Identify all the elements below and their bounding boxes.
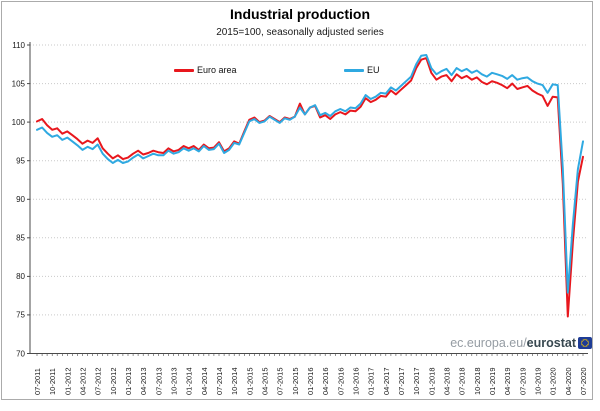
legend-label-euro-area: Euro area [197, 65, 237, 75]
euro-area-line-swatch-icon [174, 68, 194, 72]
y-axis-label: 100 [12, 118, 26, 127]
x-axis-label: 04-2015 [261, 367, 270, 395]
chart-title: Industrial production [230, 6, 370, 22]
eurostat-watermark: ec.europa.eu/eurostat [450, 336, 592, 350]
y-axis-label: 90 [16, 195, 25, 204]
x-axis-label: 01-2014 [185, 367, 194, 395]
x-axis-label: 07-2015 [276, 367, 285, 395]
chart-subtitle: 2015=100, seasonally adjusted series [216, 27, 384, 38]
flag-star [587, 340, 589, 342]
x-axis-label: 04-2014 [200, 367, 209, 395]
flag-star [580, 342, 583, 344]
flag-star [584, 345, 586, 348]
x-axis-label: 04-2020 [564, 367, 573, 395]
x-axis-label: 10-2014 [230, 367, 239, 395]
x-axis-label: 01-2019 [488, 367, 497, 395]
x-axis-label: 10-2015 [291, 367, 300, 395]
x-axis-label: 07-2013 [154, 367, 163, 395]
x-axis-label: 10-2017 [412, 367, 421, 395]
x-axis-label: 10-2019 [534, 367, 543, 395]
x-axis-label: 07-2012 [94, 367, 103, 395]
eu-flag-icon [578, 337, 592, 349]
y-axis-label: 95 [16, 157, 25, 166]
x-axis-label: 01-2012 [63, 367, 72, 395]
x-axis-label: 01-2017 [367, 367, 376, 395]
x-axis-label: 01-2016 [306, 367, 315, 395]
flag-star [582, 339, 584, 341]
x-axis-label: 10-2011 [48, 368, 57, 395]
x-axis-label: 01-2018 [427, 367, 436, 395]
x-axis-label: 04-2019 [503, 367, 512, 395]
y-axis-label: 85 [16, 234, 25, 243]
flag-star [582, 345, 584, 347]
x-axis-label: 01-2020 [549, 367, 558, 395]
flag-star [586, 345, 588, 347]
x-axis-label: 07-2017 [397, 367, 406, 395]
x-axis-label: 07-2019 [518, 367, 527, 395]
flag-star [581, 340, 583, 342]
series-line-euro-area [36, 57, 584, 318]
x-axis-label: 07-2020 [579, 367, 588, 395]
flag-star [586, 339, 588, 341]
y-axis-label: 105 [12, 79, 26, 88]
x-axis-label: 01-2013 [124, 367, 133, 395]
y-axis-label: 110 [12, 41, 25, 50]
series-line-eu [36, 54, 584, 294]
y-axis-label: 80 [16, 272, 25, 281]
x-axis-label: 01-2015 [245, 367, 254, 395]
eu-line-swatch-icon [344, 68, 364, 72]
x-axis-label: 07-2014 [215, 367, 224, 395]
flag-star [584, 338, 586, 341]
watermark-eurostat: eurostat [526, 336, 576, 350]
x-axis-label: 04-2017 [382, 367, 391, 395]
flag-star [581, 344, 583, 346]
x-axis-label: 04-2016 [321, 367, 330, 395]
x-axis-label: 10-2012 [109, 367, 118, 395]
legend-label-eu: EU [367, 65, 380, 75]
x-axis-label: 10-2013 [170, 367, 179, 395]
legend-item-eu: EU [344, 65, 380, 75]
legend-item-euro-area: Euro area [174, 65, 237, 75]
flag-star [587, 342, 590, 344]
x-axis-label: 10-2018 [473, 367, 482, 395]
y-axis-label: 75 [16, 311, 25, 320]
x-axis-label: 07-2016 [336, 367, 345, 395]
flag-star [587, 344, 589, 346]
y-axis-label: 70 [16, 349, 25, 358]
x-axis-label: 04-2013 [139, 367, 148, 395]
x-axis-label: 07-2011 [33, 368, 42, 395]
chart-frame [1, 1, 593, 400]
x-axis-label: 10-2016 [352, 367, 361, 395]
x-axis-label: 07-2018 [458, 367, 467, 395]
x-axis-label: 04-2012 [79, 367, 88, 395]
x-axis-label: 04-2018 [443, 367, 452, 395]
watermark-url-prefix: ec.europa.eu/ [450, 336, 527, 350]
